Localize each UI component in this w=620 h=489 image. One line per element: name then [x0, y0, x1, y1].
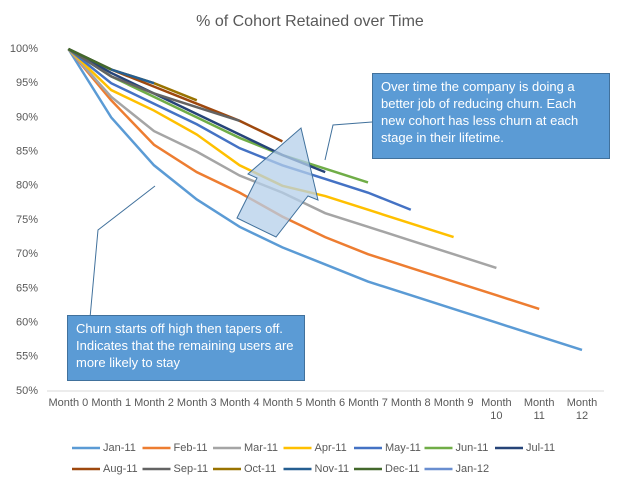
legend-label: Apr-11: [315, 442, 347, 454]
series-line: [67, 48, 583, 352]
y-tick-label: 80%: [16, 180, 38, 192]
series-line: [67, 47, 283, 143]
y-tick-label: 90%: [16, 111, 38, 123]
x-tick-label: Month 6: [305, 397, 346, 409]
y-tick-label: 60%: [16, 317, 38, 329]
x-tick-label: Month 9: [433, 397, 474, 409]
chart-title: % of Cohort Retained over Time: [196, 13, 424, 30]
legend-label: Jun-11: [456, 442, 489, 454]
legend-label: Dec-11: [385, 463, 420, 475]
legend-label: Nov-11: [315, 463, 350, 475]
x-tick-label: Month 2: [134, 397, 174, 409]
annotation-box: Churn starts off high then tapers off. I…: [67, 315, 305, 381]
legend-label: Aug-11: [103, 463, 138, 475]
callout-line: [89, 185, 156, 319]
x-tick-label: Month 8: [390, 397, 431, 409]
x-tick-label: Month 11: [523, 397, 555, 422]
annotation-box: Over time the company is doing a better …: [372, 73, 610, 159]
legend-label: Mar-11: [244, 442, 278, 454]
x-tick-label: Month 3: [176, 397, 217, 409]
legend-label: Sep-11: [174, 463, 209, 475]
legend-label: Jul-11: [526, 442, 555, 454]
y-tick-label: 70%: [16, 248, 38, 260]
x-tick-label: Month 1: [91, 397, 132, 409]
legend-label: May-11: [385, 442, 421, 454]
x-tick-label: Month 5: [262, 397, 303, 409]
y-tick-label: 50%: [16, 385, 38, 397]
legend-label: Jan-12: [456, 463, 490, 475]
y-tick-label: 65%: [16, 282, 38, 294]
y-tick-label: 55%: [16, 351, 38, 363]
series-line: [67, 47, 240, 123]
legend-label: Oct-11: [244, 463, 276, 475]
legend-label: Jan-11: [103, 442, 136, 454]
x-tick-label: Month 0: [48, 397, 89, 409]
series-line: [67, 48, 412, 211]
y-tick-label: 85%: [16, 146, 38, 158]
y-tick-label: 95%: [16, 77, 38, 89]
x-tick-label: Month 4: [219, 397, 260, 409]
y-tick-label: 75%: [16, 214, 38, 226]
series-line: [67, 47, 112, 71]
arrow-shape: [236, 127, 319, 238]
x-tick-label: Month 7: [348, 397, 388, 409]
legend-label: Feb-11: [174, 442, 208, 454]
y-tick-label: 100%: [10, 43, 38, 55]
x-tick-label: Month 12: [566, 397, 598, 422]
x-tick-label: Month 10: [481, 397, 512, 422]
series-line: [67, 48, 540, 311]
callout-line: [324, 121, 373, 161]
